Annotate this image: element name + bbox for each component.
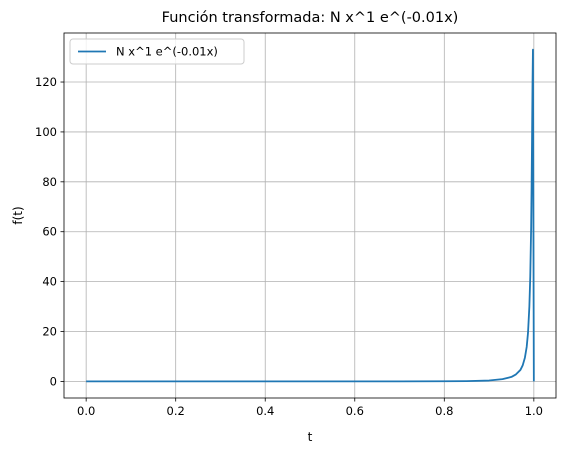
y-tick-label: 100 — [35, 125, 57, 139]
y-tick-label: 20 — [42, 325, 57, 339]
series-layer — [86, 48, 535, 383]
x-tick-label: 0.4 — [256, 404, 274, 418]
y-tick-label: 40 — [42, 275, 57, 289]
grid-lines — [64, 33, 556, 398]
legend: N x^1 e^(-0.01x) — [69, 38, 245, 65]
legend-entry-label: N x^1 e^(-0.01x) — [116, 45, 218, 59]
plot-frame — [63, 32, 557, 399]
x-tick-label: 1.0 — [525, 404, 543, 418]
y-axis-label: f(t) — [11, 206, 25, 224]
y-tick-label: 80 — [42, 175, 57, 189]
y-tick-label: 60 — [42, 225, 57, 239]
series-line-0 — [86, 48, 535, 383]
legend-box — [69, 38, 245, 65]
y-tick-label: 120 — [35, 75, 57, 89]
y-tick-label: 0 — [50, 374, 57, 388]
x-tick-label: 0.8 — [435, 404, 453, 418]
x-tick-label: 0.6 — [346, 404, 364, 418]
x-axis-label: t — [308, 430, 313, 444]
chart-title: Función transformada: N x^1 e^(-0.01x) — [162, 10, 459, 26]
x-tick-label: 0.0 — [77, 404, 95, 418]
x-tick-label: 0.2 — [167, 404, 185, 418]
axis-ticks: 0.0 0.2 0.4 0.6 0.8 1.0 0 20 40 60 80 100 120 — [35, 75, 543, 418]
